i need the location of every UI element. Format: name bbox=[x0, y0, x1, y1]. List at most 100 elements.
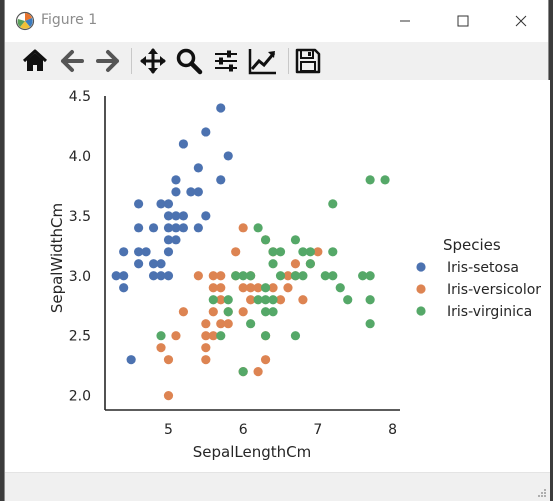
scatter-point bbox=[201, 127, 211, 137]
home-button[interactable] bbox=[20, 45, 50, 77]
scatter-point bbox=[305, 259, 315, 269]
forward-button[interactable] bbox=[93, 45, 123, 77]
scatter-point bbox=[298, 295, 308, 305]
y-tick-label: 2.5 bbox=[69, 329, 91, 345]
scatter-point bbox=[163, 391, 174, 401]
scatter-point bbox=[238, 271, 248, 281]
scatter-plot: 2.0 2.5 3.0 3.5 4.0 4.5 5 6 7 8 SepalLengthCm Se… bbox=[48, 89, 541, 461]
scatter-point bbox=[223, 151, 233, 161]
save-floppy-icon bbox=[295, 48, 321, 74]
scatter-point bbox=[178, 307, 189, 317]
x-tick-label: 8 bbox=[388, 422, 397, 438]
scatter-point bbox=[134, 199, 144, 209]
edit-axis-button[interactable] bbox=[248, 45, 278, 77]
resize-grip-icon[interactable] bbox=[537, 488, 547, 498]
scatter-point bbox=[148, 223, 159, 233]
scatter-point bbox=[328, 271, 338, 281]
scatter-point bbox=[223, 295, 233, 305]
scatter-point bbox=[156, 331, 166, 341]
x-tick-label: 6 bbox=[239, 422, 248, 438]
scatter-point bbox=[193, 223, 203, 233]
save-button[interactable] bbox=[293, 45, 323, 77]
scatter-point bbox=[156, 343, 166, 353]
series-iris-virginica bbox=[156, 175, 390, 377]
scatter-point bbox=[283, 271, 293, 281]
scatter-point bbox=[268, 283, 278, 293]
figure-canvas[interactable]: 2.0 2.5 3.0 3.5 4.0 4.5 5 6 7 8 SepalLengthCm Se… bbox=[5, 80, 550, 472]
scatter-point bbox=[260, 307, 271, 317]
scatter-point bbox=[290, 331, 301, 341]
scatter-point bbox=[298, 271, 308, 281]
scatter-point bbox=[156, 259, 166, 269]
scatter-points bbox=[111, 103, 390, 401]
navigation-toolbar bbox=[5, 42, 548, 80]
scatter-point bbox=[201, 355, 211, 365]
scatter-point bbox=[163, 355, 174, 365]
legend-title: Species bbox=[443, 236, 501, 254]
scatter-point bbox=[223, 319, 233, 329]
legend-label: Iris-virginica bbox=[447, 304, 532, 320]
scatter-point bbox=[275, 271, 286, 281]
scatter-point bbox=[156, 199, 166, 209]
scatter-point bbox=[156, 271, 166, 281]
pan-button[interactable] bbox=[138, 45, 168, 77]
legend-label: Iris-versicolor bbox=[447, 282, 541, 298]
back-button[interactable] bbox=[57, 45, 87, 77]
scatter-point bbox=[119, 271, 129, 281]
scatter-point bbox=[119, 283, 129, 293]
scatter-point bbox=[253, 223, 263, 233]
scatter-point bbox=[275, 295, 286, 305]
scatter-point bbox=[148, 271, 159, 281]
scatter-point bbox=[246, 319, 256, 329]
maximize-button[interactable] bbox=[434, 0, 492, 42]
scatter-point bbox=[343, 295, 353, 305]
scatter-point bbox=[268, 295, 278, 305]
scatter-point bbox=[216, 331, 226, 341]
scatter-point bbox=[201, 319, 211, 329]
close-button[interactable] bbox=[492, 0, 550, 42]
series-iris-setosa bbox=[111, 103, 233, 365]
scatter-point bbox=[163, 235, 174, 245]
scatter-point bbox=[365, 175, 375, 185]
maximize-icon bbox=[457, 15, 469, 27]
scatter-point bbox=[260, 355, 271, 365]
legend-marker bbox=[416, 306, 426, 316]
scatter-point bbox=[305, 247, 315, 257]
matplotlib-icon bbox=[15, 11, 35, 31]
title-bar[interactable]: Figure 1 bbox=[5, 0, 548, 42]
scatter-point bbox=[148, 259, 159, 269]
scatter-point bbox=[171, 187, 181, 197]
configure-subplots-button[interactable] bbox=[211, 45, 241, 77]
window-title: Figure 1 bbox=[41, 12, 98, 28]
scatter-point bbox=[246, 295, 256, 305]
scatter-point bbox=[201, 211, 211, 221]
scatter-point bbox=[246, 271, 256, 281]
scatter-point bbox=[163, 211, 174, 221]
scatter-point bbox=[186, 187, 196, 197]
toolbar-separator bbox=[131, 48, 132, 74]
scatter-point bbox=[178, 211, 189, 221]
zoom-magnifier-icon bbox=[176, 48, 203, 75]
scatter-point bbox=[216, 103, 226, 113]
configure-subplots-icon bbox=[215, 50, 237, 72]
y-tick-label: 3.5 bbox=[69, 209, 91, 225]
scatter-point bbox=[178, 223, 189, 233]
legend-marker bbox=[416, 262, 426, 272]
scatter-point bbox=[298, 247, 308, 257]
scatter-point bbox=[208, 307, 218, 317]
minimize-button[interactable] bbox=[376, 0, 434, 42]
zoom-button[interactable] bbox=[174, 45, 204, 77]
scatter-point bbox=[260, 235, 271, 245]
scatter-point bbox=[335, 283, 345, 293]
scatter-point bbox=[141, 247, 151, 257]
scatter-point bbox=[365, 295, 375, 305]
scatter-point bbox=[134, 223, 144, 233]
scatter-point bbox=[171, 235, 181, 245]
scatter-point bbox=[171, 211, 181, 221]
y-tick-label: 4.5 bbox=[69, 89, 91, 105]
y-axis-label: SepalWidthCm bbox=[48, 203, 66, 313]
home-icon bbox=[22, 49, 48, 71]
scatter-point bbox=[208, 331, 218, 341]
minimize-icon bbox=[400, 20, 410, 22]
scatter-point bbox=[216, 283, 226, 293]
